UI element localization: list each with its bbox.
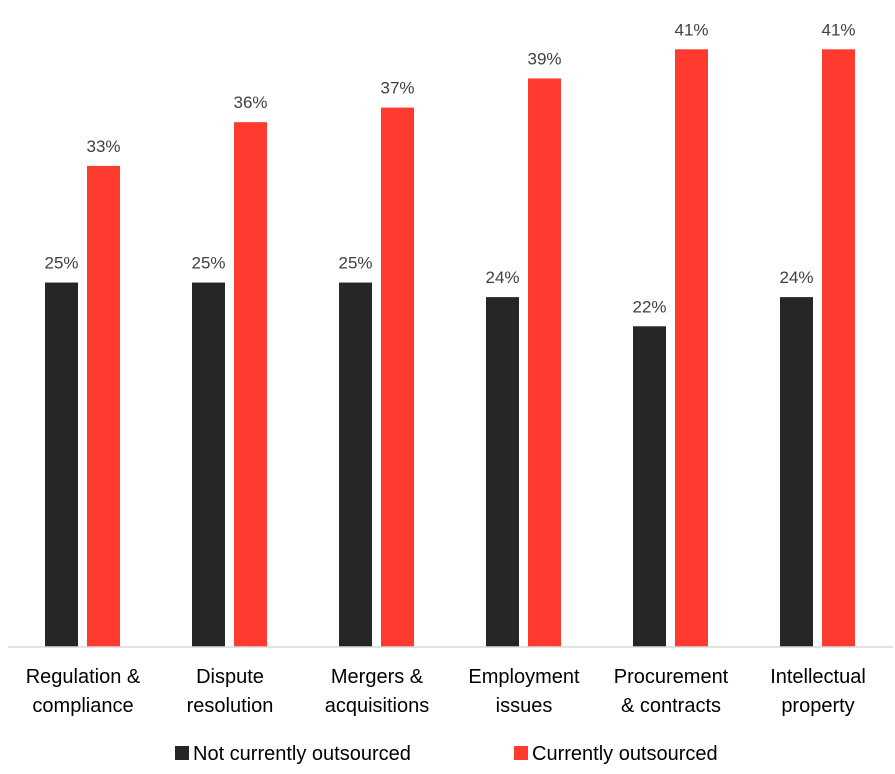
data-label: 41% [821,20,855,39]
legend-label: Currently outsourced [532,743,718,765]
bars-layer [45,49,855,648]
category-label: Dispute [196,666,264,688]
bar-not-outsourced-5 [780,297,813,647]
bar-outsourced-4 [675,49,708,647]
data-label: 39% [527,49,561,68]
bar-outsourced-3 [528,78,561,647]
data-label: 37% [380,79,414,98]
bar-not-outsourced-2 [339,282,372,647]
data-label: 25% [338,254,372,273]
bar-not-outsourced-1 [192,282,225,647]
legend-label: Not currently outsourced [193,743,411,765]
bar-not-outsourced-3 [486,297,519,647]
legend-swatch [175,746,189,760]
data-label: 33% [86,137,120,156]
category-label: acquisitions [325,695,430,717]
legend-swatch [514,746,528,760]
bar-outsourced-2 [381,107,414,647]
data-label: 25% [191,254,225,273]
bar-not-outsourced-4 [633,326,666,647]
category-labels-layer: Regulation & compliance Dispute resolution M… [26,666,866,717]
legend: Not currently outsourced Currently outsou… [175,743,718,765]
category-label: Regulation & [26,666,141,688]
category-label: property [781,695,854,717]
bar-not-outsourced-0 [45,282,78,647]
data-label: 24% [779,268,813,287]
data-labels-layer: 25% 33% 25% 36% 25% 37% 24% 39% 22% 41% 24% 41% [44,20,855,316]
category-label: & contracts [621,695,721,717]
category-label: Employment [468,666,580,688]
category-label: Procurement [614,666,729,688]
bar-outsourced-0 [87,165,120,648]
data-label: 24% [485,268,519,287]
category-label: Mergers & [331,666,424,688]
bar-outsourced-5 [822,49,855,647]
category-label: issues [496,695,553,717]
data-label: 36% [233,93,267,112]
data-label: 22% [632,297,666,316]
data-label: 25% [44,254,78,273]
category-label: Intellectual [770,666,866,688]
category-label: compliance [32,695,133,717]
category-label: resolution [187,695,274,717]
bar-outsourced-1 [234,122,267,647]
data-label: 41% [674,20,708,39]
